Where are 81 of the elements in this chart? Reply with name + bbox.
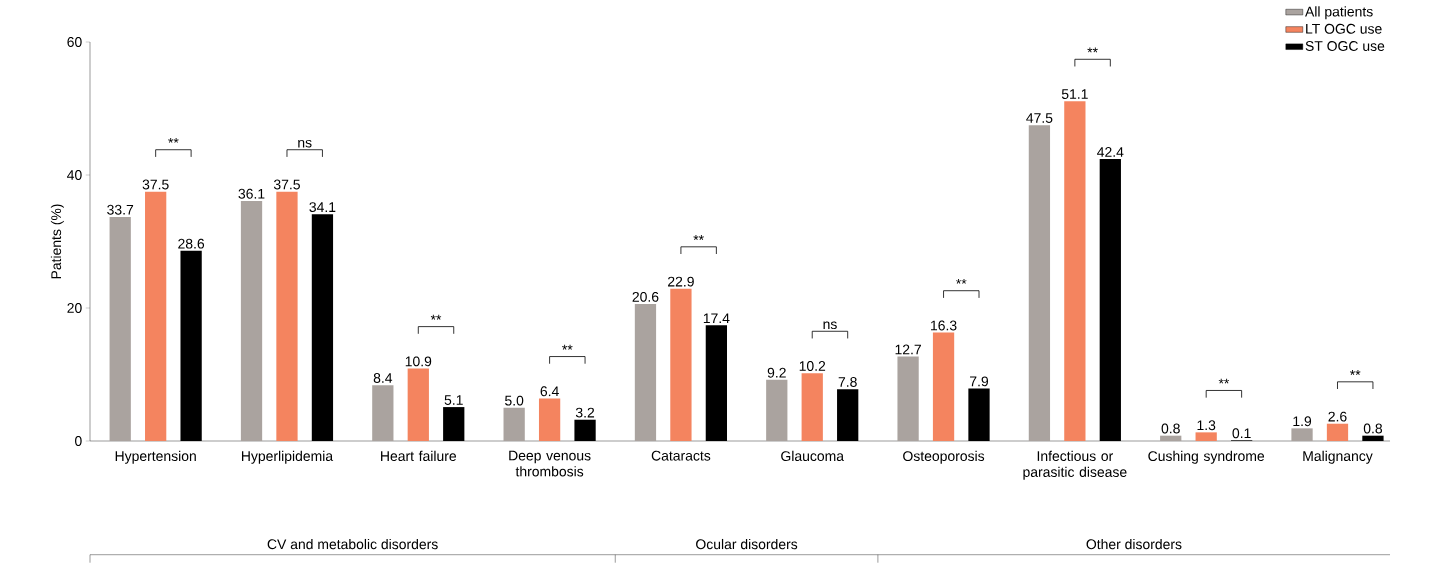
bar bbox=[1028, 125, 1051, 441]
annotation: ** bbox=[562, 344, 573, 350]
bar bbox=[634, 304, 657, 441]
bar bbox=[670, 288, 692, 441]
bar bbox=[1064, 101, 1086, 441]
bar bbox=[801, 373, 823, 441]
x-tick-label: Heart failure bbox=[381, 450, 457, 462]
data-label: 2.6 bbox=[1328, 411, 1347, 422]
x-tick-label: Malignancy bbox=[1303, 450, 1373, 464]
x-tick-label: Infectious or parasitic disease bbox=[1023, 450, 1127, 480]
y-tick-label: 20 bbox=[67, 303, 82, 313]
data-label: 37.5 bbox=[142, 179, 169, 190]
data-label: 10.9 bbox=[405, 356, 432, 367]
annotation: ** bbox=[693, 235, 704, 240]
data-label: 36.1 bbox=[238, 188, 265, 199]
data-label: 0.8 bbox=[1363, 423, 1383, 434]
data-label: 47.5 bbox=[1026, 113, 1053, 123]
annotation: ** bbox=[168, 137, 179, 143]
bar bbox=[407, 368, 429, 441]
bar bbox=[1160, 435, 1182, 441]
legend-label: All patients bbox=[1305, 6, 1373, 20]
annotation: ** bbox=[430, 314, 442, 320]
bar bbox=[503, 407, 525, 441]
x-tick-label: Hypertension bbox=[115, 450, 196, 464]
bar bbox=[372, 385, 394, 441]
bar bbox=[897, 356, 919, 441]
data-label: 3.2 bbox=[575, 407, 595, 418]
legend-label: LT OGC use bbox=[1306, 23, 1382, 34]
data-label: 22.9 bbox=[668, 276, 694, 287]
annotation: ** bbox=[1350, 370, 1361, 375]
data-label: 34.1 bbox=[309, 202, 336, 213]
y-tick-label: 0 bbox=[75, 436, 82, 446]
data-label: 1.9 bbox=[1293, 416, 1312, 427]
y-tick-label: 60 bbox=[67, 37, 82, 47]
data-label: 42.4 bbox=[1097, 147, 1124, 157]
data-label: 28.6 bbox=[178, 238, 205, 249]
bar bbox=[1291, 428, 1313, 441]
x-tick-label: Cushing syndrome bbox=[1148, 450, 1265, 464]
data-label: 8.4 bbox=[373, 373, 393, 383]
y-tick-label: 40 bbox=[67, 170, 82, 180]
bar bbox=[932, 332, 955, 441]
data-label: 5.1 bbox=[444, 395, 463, 405]
data-label: 0.8 bbox=[1161, 423, 1180, 434]
data-label: 16.3 bbox=[931, 320, 957, 331]
annotation: ** bbox=[1218, 378, 1230, 384]
data-label: 1.3 bbox=[1197, 420, 1216, 431]
data-label: 6.4 bbox=[540, 386, 559, 397]
y-axis-title: Patients (%) bbox=[50, 204, 64, 279]
bar bbox=[1195, 432, 1217, 441]
x-tick-label: Deep venous thrombosis bbox=[509, 450, 591, 477]
x-tick-label: Osteoporosis bbox=[903, 450, 985, 464]
x-tick-label: Cataracts bbox=[651, 450, 711, 461]
data-label: 10.2 bbox=[799, 361, 826, 371]
annotation: ns bbox=[823, 321, 837, 330]
data-label: 33.7 bbox=[107, 204, 134, 215]
data-label: 37.5 bbox=[273, 179, 300, 190]
bar bbox=[109, 216, 131, 441]
annotation: ns bbox=[298, 139, 312, 148]
data-label: 51.1 bbox=[1061, 89, 1088, 99]
bar bbox=[538, 398, 561, 441]
data-label: 17.4 bbox=[703, 313, 730, 324]
x-tick-label: Hyperlipidemia bbox=[241, 450, 334, 464]
legend-label: ST OGC use bbox=[1305, 41, 1385, 51]
bar bbox=[766, 379, 788, 441]
annotation: ** bbox=[956, 278, 967, 284]
data-label: 5.0 bbox=[505, 395, 524, 406]
bar bbox=[145, 191, 167, 441]
bar bbox=[276, 191, 298, 441]
x-tick-label: Glaucoma bbox=[781, 450, 845, 462]
text: Ocular disorders bbox=[696, 538, 798, 550]
bar bbox=[1326, 423, 1349, 441]
data-label: 9.2 bbox=[767, 367, 786, 378]
data-label: 0.1 bbox=[1232, 428, 1251, 439]
bar bbox=[240, 200, 263, 441]
annotation: ** bbox=[1087, 47, 1098, 53]
data-label: 12.7 bbox=[895, 344, 921, 355]
data-label: 7.8 bbox=[838, 377, 857, 387]
text: CV and metabolic disorders bbox=[267, 538, 438, 550]
data-label: 7.9 bbox=[970, 376, 989, 387]
text: Other disorders bbox=[1086, 538, 1182, 550]
data-label: 20.6 bbox=[632, 291, 659, 302]
